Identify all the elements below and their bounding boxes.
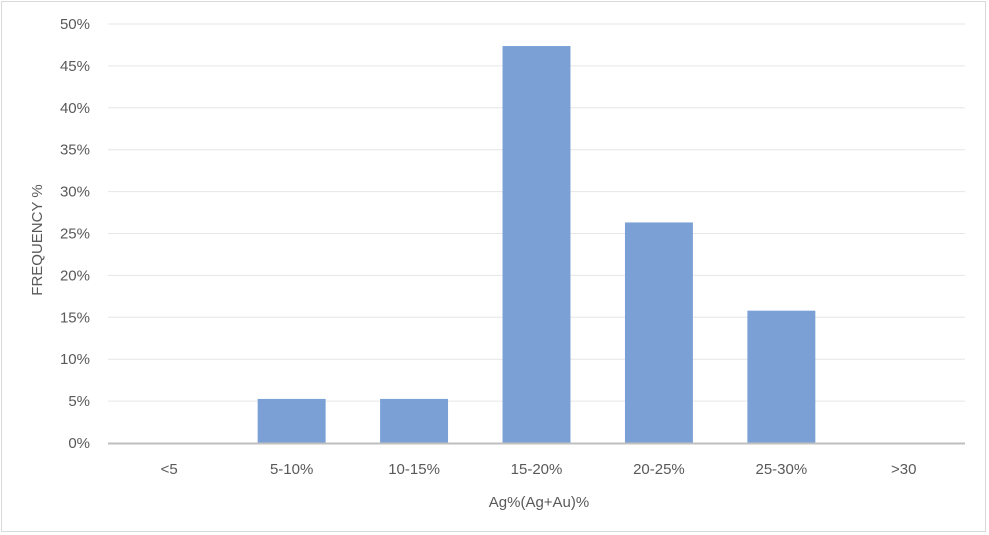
y-tick-label: 40% xyxy=(60,100,90,117)
y-tick-label: 35% xyxy=(60,142,90,159)
y-axis-tick-labels: 0% 5% 10% 15% 20% 25% 30% 35% 40% 45% 50% xyxy=(60,16,90,452)
y-tick-label: 15% xyxy=(60,309,90,326)
bar xyxy=(257,398,326,443)
y-tick-label: 10% xyxy=(60,351,90,368)
y-tick-label: 0% xyxy=(68,435,90,452)
y-tick-label: 45% xyxy=(60,58,90,75)
bar xyxy=(624,222,693,443)
y-tick-label: 25% xyxy=(60,226,90,243)
bar xyxy=(380,398,449,443)
x-tick-label: 20-25% xyxy=(633,461,685,478)
x-tick-label: <5 xyxy=(161,461,178,478)
x-tick-label: >30 xyxy=(891,461,916,478)
bar xyxy=(747,310,816,443)
y-tick-label: 30% xyxy=(60,184,90,201)
x-tick-label: 5-10% xyxy=(270,461,313,478)
x-tick-label: 25-30% xyxy=(756,461,808,478)
bars xyxy=(257,46,816,443)
x-axis-title: Ag%(Ag+Au)% xyxy=(489,494,589,511)
x-tick-label: 15-20% xyxy=(511,461,563,478)
y-axis-title: FREQUENCY % xyxy=(29,184,46,295)
bar xyxy=(502,46,571,443)
y-tick-label: 20% xyxy=(60,267,90,284)
y-tick-label: 50% xyxy=(60,16,90,33)
x-tick-label: 10-15% xyxy=(388,461,440,478)
x-axis-tick-labels: <5 5-10% 10-15% 15-20% 20-25% 25-30% >30 xyxy=(161,461,917,478)
y-tick-label: 5% xyxy=(68,393,90,410)
